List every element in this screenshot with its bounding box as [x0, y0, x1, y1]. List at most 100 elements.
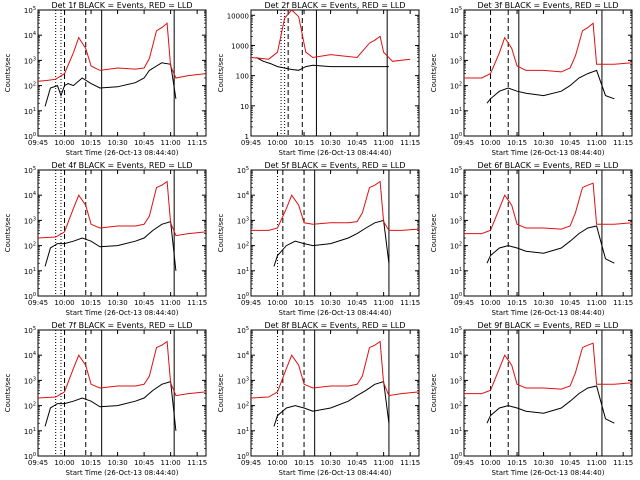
x-axis-label: Start Time (26-Oct-13 08:44:40)	[492, 309, 605, 317]
detector-panel: Det 1f BLACK = Events, RED = LLD 100 101 10…	[4, 1, 207, 157]
y-axis-label: Counts/sec	[430, 214, 438, 253]
y-tick-label: 102	[450, 242, 462, 251]
panel-title: Det 9f BLACK = Events, RED = LLD	[477, 321, 618, 330]
x-axis-label: Start Time (26-Oct-13 08:44:40)	[66, 469, 179, 477]
detector-panel: Det 6f BLACK = Events, RED = LLD 100 101 10…	[430, 161, 633, 317]
y-tick-label: 101	[24, 427, 36, 436]
lld-series-line	[37, 22, 207, 82]
y-tick-label: 105	[450, 166, 462, 175]
x-tick-label: 10:00	[54, 459, 74, 467]
y-tick-label: 105	[450, 326, 462, 335]
y-tick-label: 101	[450, 107, 462, 116]
x-tick-label: 09:45	[28, 459, 48, 467]
y-axis-label: Counts/sec	[430, 54, 438, 93]
y-tick-label: 101	[237, 427, 249, 436]
y-axis-label: Counts/sec	[430, 374, 438, 413]
y-axis-label: Counts/sec	[4, 54, 12, 93]
x-tick-label: 10:15	[507, 139, 527, 147]
x-tick-label: 10:00	[480, 459, 500, 467]
x-tick-label: 09:45	[28, 139, 48, 147]
detector-panel: Det 3f BLACK = Events, RED = LLD 100 101 10…	[430, 1, 633, 157]
plot-frame	[37, 329, 207, 457]
y-tick-label: 105	[237, 166, 249, 175]
detector-panel: Det 9f BLACK = Events, RED = LLD 100 101 10…	[430, 321, 633, 477]
x-tick-label: 10:45	[560, 139, 580, 147]
y-tick-label: 104	[24, 191, 36, 200]
plot-frame	[463, 329, 633, 457]
x-tick-label: 10:00	[267, 139, 287, 147]
x-tick-label: 11:00	[161, 139, 181, 147]
panel-title: Det 8f BLACK = Events, RED = LLD	[264, 321, 405, 330]
plot-frame	[250, 329, 420, 457]
y-tick-label: 104	[450, 191, 462, 200]
plot-frame	[463, 169, 633, 297]
x-tick-label: 09:45	[454, 459, 474, 467]
plot-frame	[250, 169, 420, 297]
y-tick-label: 103	[450, 56, 462, 65]
y-tick-label: 105	[24, 6, 36, 15]
y-tick-label: 103	[450, 216, 462, 225]
y-tick-label: 105	[24, 166, 36, 175]
x-tick-label: 10:45	[560, 299, 580, 307]
detector-panel: Det 5f BLACK = Events, RED = LLD 100 101 10…	[217, 161, 420, 317]
y-tick-label: 100	[237, 452, 249, 461]
y-tick-label: 105	[450, 6, 462, 15]
x-tick-label: 11:00	[587, 299, 607, 307]
lld-series-line	[251, 180, 420, 231]
panel-title: Det 2f BLACK = Events, RED = LLD	[264, 1, 405, 10]
events-series-line	[256, 57, 389, 71]
detector-panel: Det 4f BLACK = Events, RED = LLD 100 101 10…	[4, 161, 207, 317]
y-tick-label: 101	[450, 267, 462, 276]
x-tick-label: 11:00	[587, 459, 607, 467]
y-tick-label: 103	[24, 216, 36, 225]
panel-title: Det 7f BLACK = Events, RED = LLD	[51, 321, 192, 330]
x-axis-label: Start Time (26-Oct-13 08:44:40)	[279, 309, 392, 317]
x-tick-label: 10:15	[81, 459, 101, 467]
x-tick-label: 11:15	[613, 299, 633, 307]
x-tick-label: 10:45	[134, 139, 154, 147]
events-series-line	[486, 385, 615, 424]
x-tick-label: 10:45	[560, 459, 580, 467]
y-tick-label: 10000	[227, 12, 249, 20]
x-tick-label: 10:30	[320, 459, 340, 467]
detector-panel: Det 2f BLACK = Events, RED = LLD 1 10 100 10…	[217, 1, 420, 157]
y-tick-label: 100	[24, 452, 36, 461]
x-tick-label: 11:15	[187, 299, 207, 307]
y-tick-label: 105	[24, 326, 36, 335]
panel-title: Det 6f BLACK = Events, RED = LLD	[477, 161, 618, 170]
y-tick-label: 100	[450, 452, 462, 461]
x-tick-label: 10:00	[267, 459, 287, 467]
x-tick-label: 09:45	[241, 299, 261, 307]
x-axis-label: Start Time (26-Oct-13 08:44:40)	[66, 309, 179, 317]
y-tick-label: 100	[24, 132, 36, 141]
x-axis-label: Start Time (26-Oct-13 08:44:40)	[492, 149, 605, 157]
y-tick-label: 100	[450, 132, 462, 141]
plot-frame	[463, 9, 633, 137]
x-tick-label: 11:00	[161, 299, 181, 307]
y-tick-label: 102	[24, 402, 36, 411]
plot-frame	[37, 169, 207, 297]
y-tick-label: 104	[24, 351, 36, 360]
x-tick-label: 09:45	[241, 459, 261, 467]
x-tick-label: 10:30	[533, 459, 553, 467]
events-series-line	[273, 219, 390, 267]
y-tick-label: 102	[450, 402, 462, 411]
x-axis-label: Start Time (26-Oct-13 08:44:40)	[492, 469, 605, 477]
x-tick-label: 11:15	[613, 139, 633, 147]
x-tick-label: 10:15	[294, 139, 314, 147]
detector-panel: Det 8f BLACK = Events, RED = LLD 100 101 10…	[217, 321, 420, 477]
x-tick-label: 10:30	[107, 299, 127, 307]
x-tick-label: 10:30	[320, 299, 340, 307]
plot-frame	[37, 9, 207, 137]
events-series-line	[44, 380, 177, 431]
lld-series-line	[464, 22, 633, 79]
panel-title: Det 3f BLACK = Events, RED = LLD	[477, 1, 618, 10]
x-tick-label: 10:30	[533, 299, 553, 307]
panel-title: Det 1f BLACK = Events, RED = LLD	[51, 1, 192, 10]
y-axis-label: Counts/sec	[217, 214, 225, 253]
events-series-line	[486, 225, 615, 264]
x-tick-label: 11:00	[374, 299, 394, 307]
x-tick-label: 11:15	[187, 139, 207, 147]
x-tick-label: 09:45	[454, 139, 474, 147]
events-series-line	[273, 380, 390, 427]
